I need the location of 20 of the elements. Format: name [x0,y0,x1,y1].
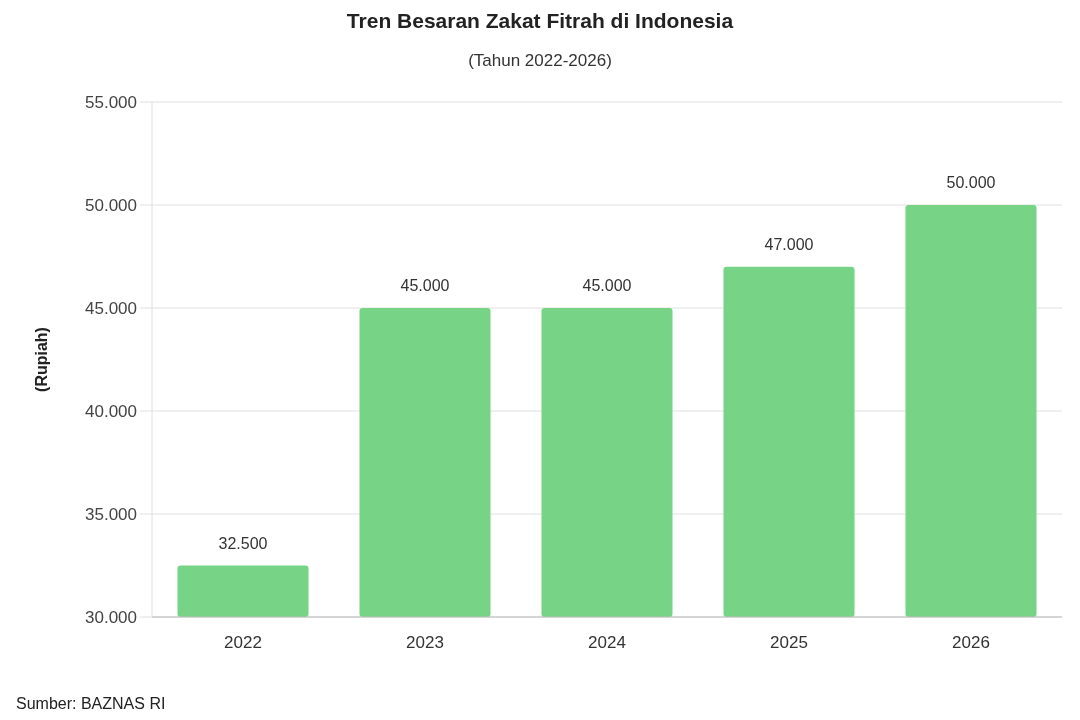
y-axis-title: (Rupiah) [33,327,50,392]
chart-title: Tren Besaran Zakat Fitrah di Indonesia [346,9,734,32]
x-tick-label: 2022 [224,633,262,652]
data-label: 45.000 [400,277,450,294]
y-tick-label: 45.000 [85,298,137,318]
y-tick-label: 50.000 [85,195,137,215]
text: Sumber: BAZNAS RI [16,695,166,712]
chart-subtitle: (Tahun 2022-2026) [468,51,612,70]
y-tick-label: 35.000 [85,504,137,524]
x-tick-label: 2024 [588,633,626,652]
x-tick-label: 2025 [770,633,808,652]
data-label: 50.000 [946,174,996,191]
y-tick-label: 55.000 [85,92,137,112]
data-label: 47.000 [764,235,814,253]
data-label: 45.000 [582,277,632,294]
y-tick-label: 40.000 [85,401,137,421]
x-tick-label: 2026 [952,633,990,652]
x-tick-label: 2023 [406,633,444,652]
data-label: 32.500 [218,534,268,552]
y-tick-label: 30.000 [85,607,137,627]
